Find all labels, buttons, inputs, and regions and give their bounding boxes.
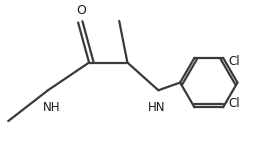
Text: NH: NH [43,101,61,114]
Text: Cl: Cl [228,55,240,68]
Text: O: O [76,4,86,17]
Text: Cl: Cl [228,97,240,110]
Text: HN: HN [148,101,165,114]
